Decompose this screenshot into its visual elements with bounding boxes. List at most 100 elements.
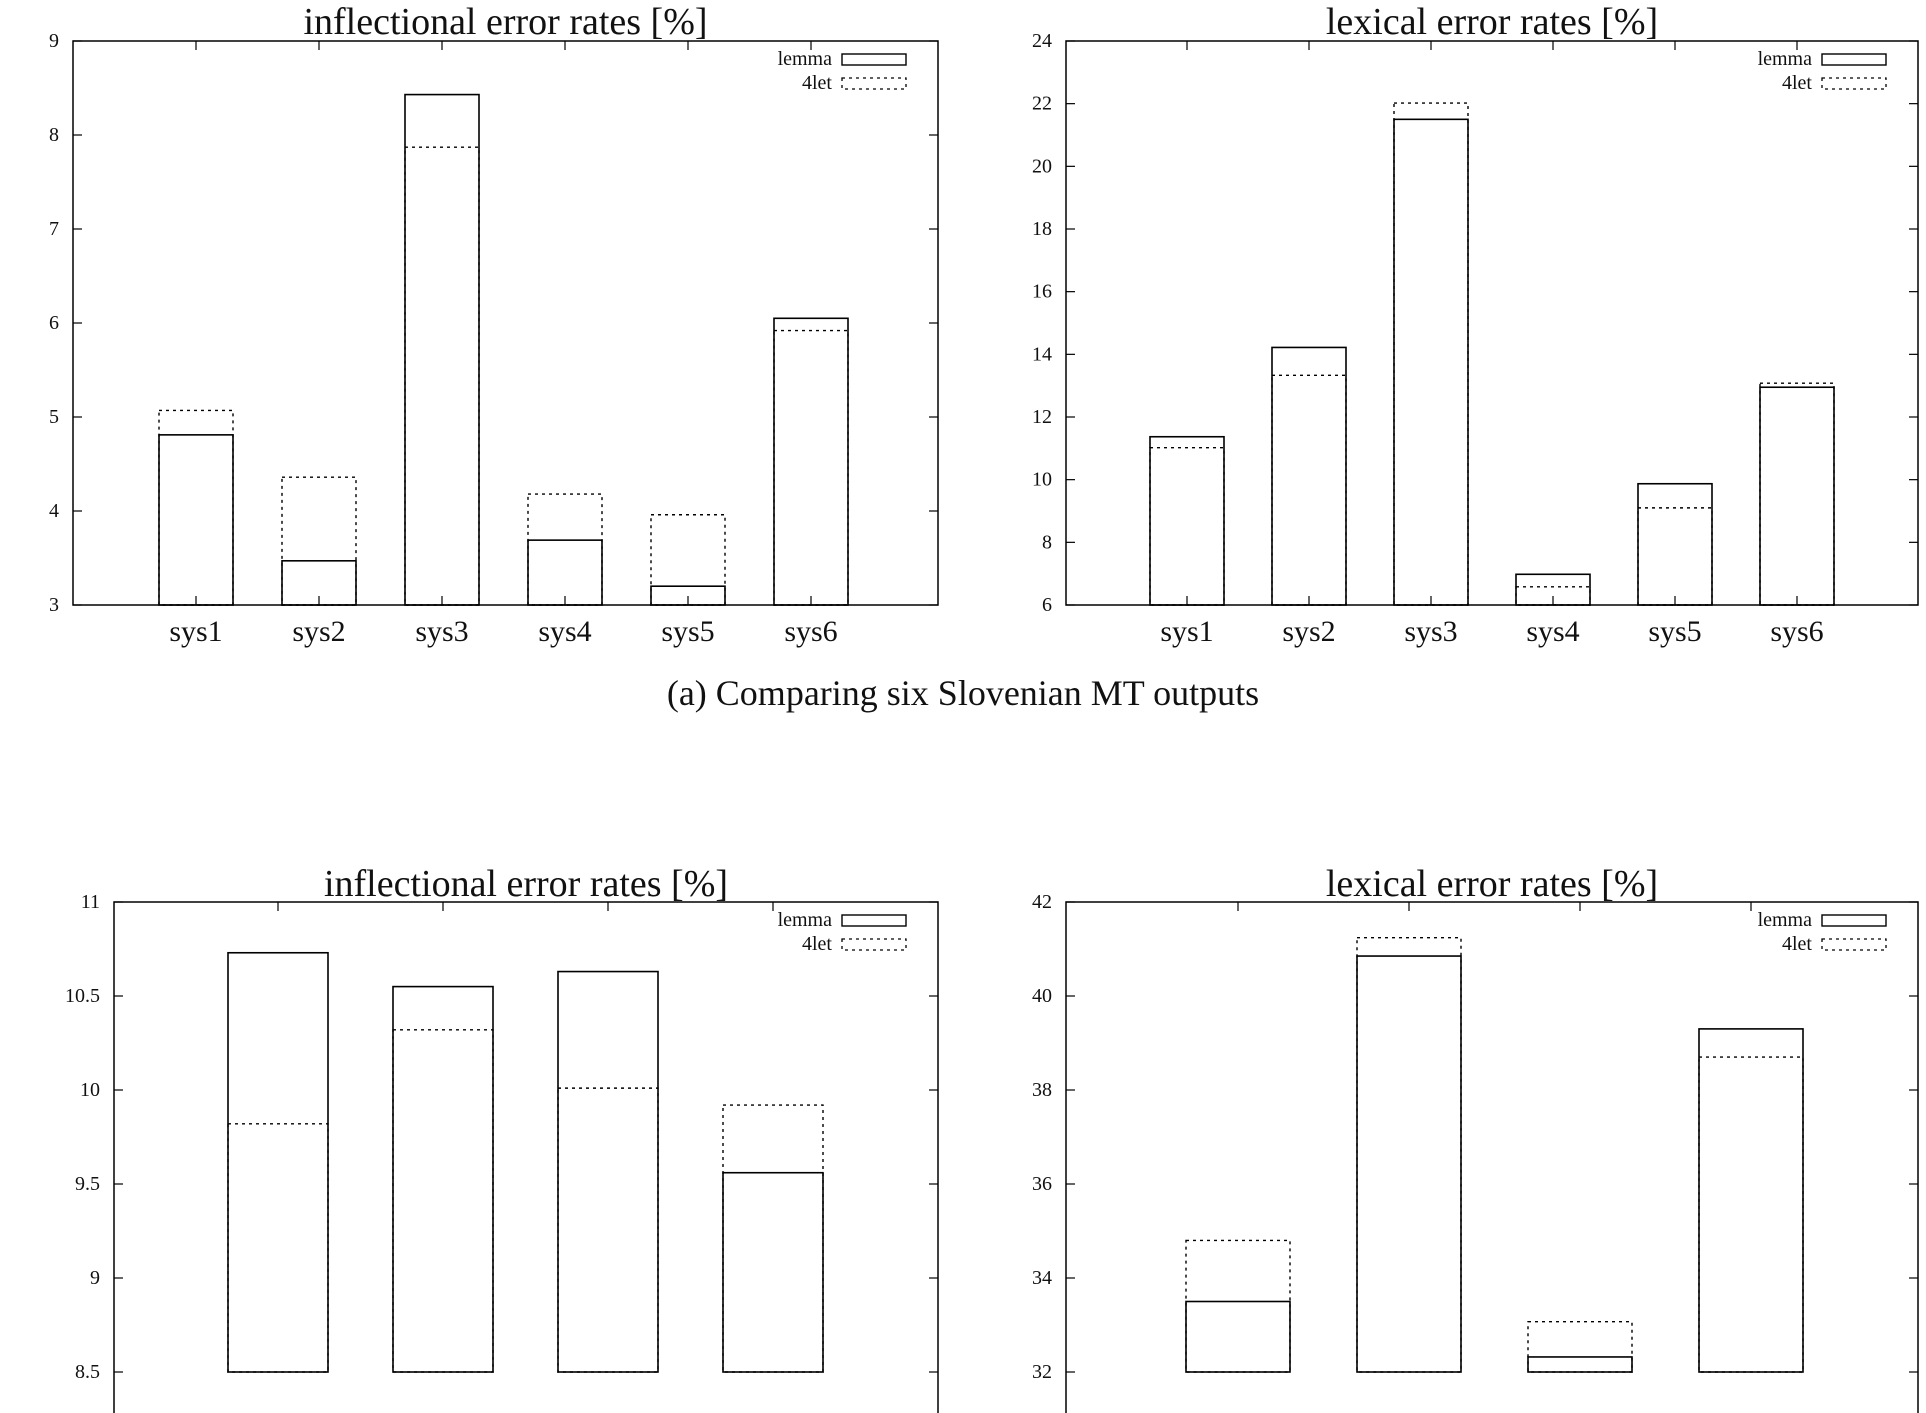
x-tick-label: sys3	[415, 615, 468, 648]
y-tick-label: 9.5	[75, 1173, 100, 1195]
bar-4let	[722, 1104, 824, 1373]
y-tick-label: 9	[90, 1267, 100, 1289]
legend-label-4let: 4let	[1782, 933, 1812, 955]
y-tick-label: 10	[1032, 469, 1052, 491]
bar-4let	[773, 329, 849, 606]
y-tick-label: 16	[1032, 281, 1052, 303]
y-tick-label: 8	[49, 124, 59, 146]
chart-b-lexical: lexical error rates [%] 32 34 36 38 40 42 lemma…	[1032, 863, 1919, 1413]
bar-lemma	[1698, 1028, 1804, 1373]
x-tick-label: sys6	[784, 615, 837, 648]
x-tick-label: sys4	[1526, 615, 1579, 648]
plot-frame	[113, 901, 939, 1413]
legend-swatch-4let	[1821, 77, 1887, 90]
y-tick-label: 5	[49, 406, 59, 428]
bar-4let	[158, 409, 234, 606]
y-tick-label: 8.5	[75, 1361, 100, 1383]
bar-lemma	[722, 1171, 824, 1373]
y-tick-label: 22	[1032, 93, 1052, 115]
legend-swatch-4let	[841, 938, 907, 951]
bar-lemma	[1271, 346, 1347, 606]
bar-lemma	[158, 434, 234, 606]
caption-a: (a) Comparing six Slovenian MT outputs	[666, 673, 1260, 713]
y-tick-label: 40	[1032, 985, 1052, 1007]
legend-swatch-lemma	[1821, 53, 1887, 66]
x-tick-label: sys6	[1770, 615, 1823, 648]
bar-4let	[1185, 1239, 1291, 1373]
y-tick-label: 20	[1032, 155, 1052, 177]
y-tick-label: 8	[1042, 531, 1052, 553]
bar-lemma	[392, 985, 494, 1373]
bar-4let	[557, 1087, 659, 1373]
bar-lemma	[1149, 435, 1225, 606]
bar-lemma	[557, 970, 659, 1373]
y-tick-label: 10.5	[65, 985, 100, 1007]
bar-4let	[1527, 1321, 1633, 1373]
bar-4let	[227, 1123, 329, 1373]
bar-4let	[404, 146, 480, 606]
y-tick-label: 24	[1032, 30, 1052, 52]
legend-label-lemma: lemma	[1758, 909, 1813, 931]
y-tick-label: 3	[49, 594, 59, 616]
bar-lemma	[404, 93, 480, 606]
y-tick-label: 7	[49, 218, 59, 240]
y-tick-label: 38	[1032, 1079, 1052, 1101]
y-tick-label: 14	[1032, 343, 1052, 365]
chart-title: inflectional error rates [%]	[324, 863, 728, 905]
legend-swatch-lemma	[1821, 914, 1887, 927]
bar-4let	[1393, 102, 1469, 606]
bar-4let	[1271, 374, 1347, 606]
plot-frame	[72, 40, 939, 606]
x-tick-label: sys2	[1282, 615, 1335, 648]
y-tick-label: 36	[1032, 1173, 1052, 1195]
y-tick-label: 32	[1032, 1361, 1052, 1383]
bar-4let	[1149, 447, 1225, 606]
y-tick-label: 34	[1032, 1267, 1052, 1289]
bar-lemma	[1185, 1300, 1291, 1373]
legend-label-4let: 4let	[802, 933, 832, 955]
bar-lemma	[1759, 386, 1835, 606]
legend-label-lemma: lemma	[778, 909, 833, 931]
x-tick-label: sys3	[1404, 615, 1457, 648]
bar-lemma	[1515, 573, 1591, 606]
bar-lemma	[1356, 955, 1462, 1373]
legend-swatch-lemma	[841, 53, 907, 66]
x-tick-label: sys4	[538, 615, 591, 648]
y-tick-label: 9	[49, 30, 59, 52]
bar-4let	[281, 476, 357, 606]
y-tick-label: 6	[49, 312, 59, 334]
bar-lemma	[1527, 1356, 1633, 1373]
y-tick-label: 6	[1042, 594, 1052, 616]
legend-label-4let: 4let	[802, 72, 832, 94]
bar-4let	[1356, 937, 1462, 1373]
bar-4let	[650, 514, 726, 606]
y-tick-label: 18	[1032, 218, 1052, 240]
chart-a-inflectional: inflectional error rates [%] 3 4 5 6 7 8 9 sys1 s…	[49, 1, 939, 648]
legend-swatch-4let	[1821, 938, 1887, 951]
chart-title: inflectional error rates [%]	[303, 1, 707, 43]
bar-lemma	[1637, 482, 1713, 606]
bar-lemma	[527, 539, 603, 606]
plot-frame	[1065, 40, 1919, 606]
y-tick-label: 4	[49, 500, 59, 522]
bar-lemma	[281, 560, 357, 606]
bar-lemma	[773, 317, 849, 606]
legend-label-lemma: lemma	[1758, 48, 1813, 70]
chart-title: lexical error rates [%]	[1326, 863, 1658, 905]
legend-swatch-lemma	[841, 914, 907, 927]
legend-label-4let: 4let	[1782, 72, 1812, 94]
bar-4let	[527, 493, 603, 606]
x-tick-label: sys5	[661, 615, 714, 648]
bar-lemma	[650, 585, 726, 606]
x-tick-label: sys1	[1160, 615, 1213, 648]
bar-4let	[1698, 1056, 1804, 1373]
chart-b-inflectional: inflectional error rates [%] 8.5 9 9.5 10 10.…	[65, 863, 939, 1413]
bar-4let	[1637, 507, 1713, 606]
legend-swatch-4let	[841, 77, 907, 90]
bar-lemma	[227, 951, 329, 1373]
y-tick-label: 12	[1032, 406, 1052, 428]
plot-frame	[1065, 901, 1919, 1413]
bar-lemma	[1393, 118, 1469, 606]
chart-a-lexical: lexical error rates [%] 6 8 10 12 14 16 18 20 22 2…	[1032, 1, 1919, 648]
